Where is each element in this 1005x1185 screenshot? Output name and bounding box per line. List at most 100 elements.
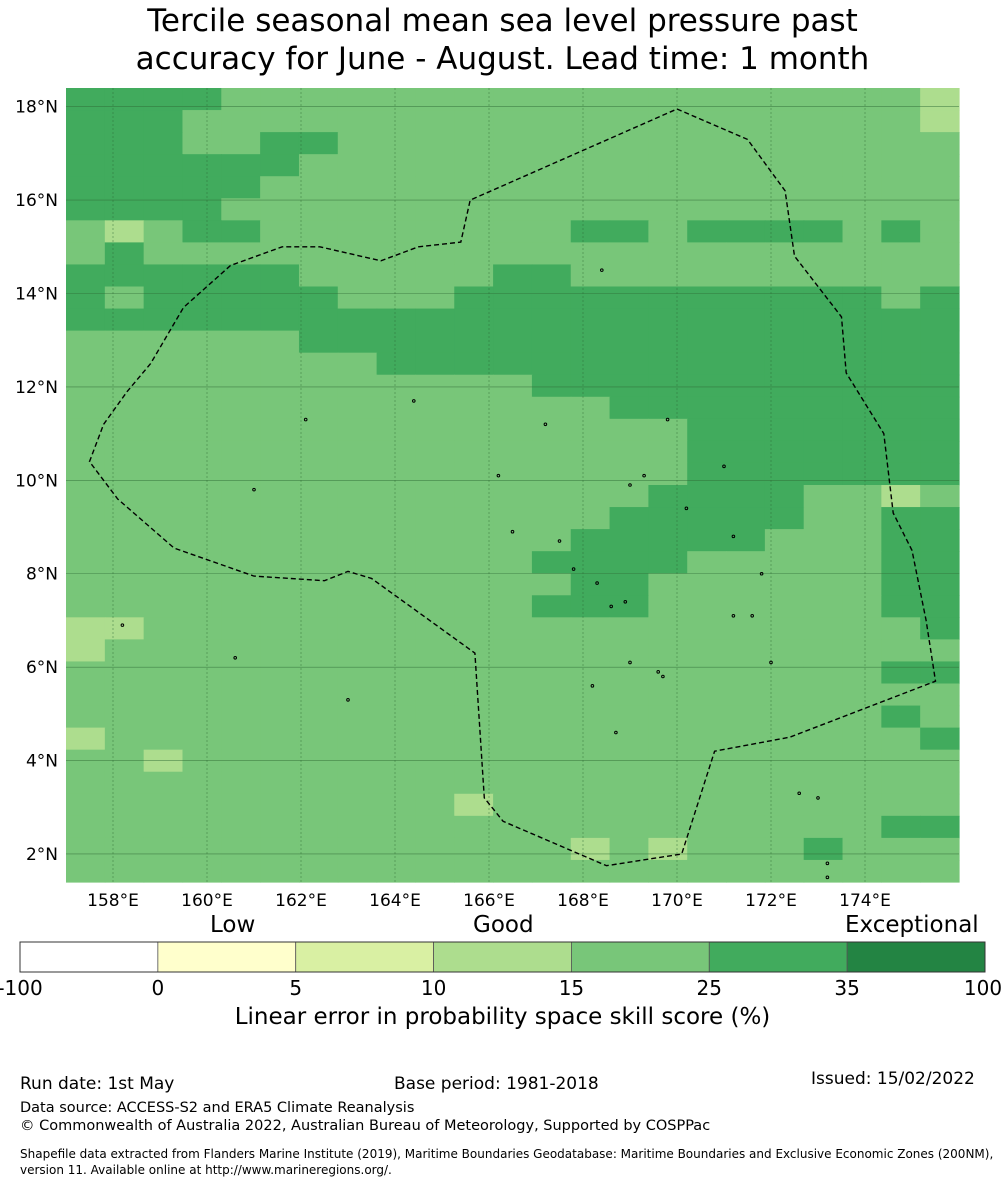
island-marker [750,613,755,618]
skill-cell [415,308,455,332]
skill-cell [493,220,533,243]
skill-cell [842,440,882,464]
skill-cell [531,242,572,266]
skill-cell [726,485,766,508]
skill-cell [570,352,611,376]
skill-cell [648,418,688,442]
skill-cell [221,639,261,663]
skill-cell [764,573,805,596]
skill-cell [842,352,882,376]
skill-cell [221,110,261,133]
skill-cell [570,507,611,530]
skill-cell [842,837,882,861]
skill-cell [66,264,106,288]
skill-cell [376,308,417,332]
skill-cell [182,308,222,332]
skill-cell [531,308,572,332]
skill-cell [66,352,106,376]
skill-cell [376,859,417,883]
skill-cell [454,617,494,640]
colorbar-segment [846,941,986,973]
skill-cell [764,837,805,861]
skill-cell [726,639,766,663]
skill-cell [298,551,339,574]
island-marker [665,417,670,422]
skill-cell [493,396,533,420]
skill-cell [454,859,494,883]
colorbar-segment [295,941,434,973]
skill-cell [570,749,611,773]
colorbar-tick-label: 15 [559,976,584,1000]
skill-cell [803,551,844,574]
skill-cell [609,793,649,817]
island-marker [346,698,350,702]
latitude-tick-label: 14°N [15,285,58,305]
skill-cell [881,683,921,707]
skill-cell [493,837,533,861]
skill-cell [182,859,222,883]
skill-cell [726,727,766,751]
skill-cell [609,352,649,376]
skill-cell [842,617,882,640]
skill-cell [221,154,261,177]
skill-cell [260,198,300,221]
skill-cell [881,573,921,596]
skill-cell [493,639,533,663]
skill-cell [920,198,960,221]
skill-cell [648,639,688,663]
skill-cell [298,418,339,442]
skill-cell [687,88,727,111]
skill-cell [260,639,300,663]
skill-cell [842,727,882,751]
skill-cell [182,529,222,552]
skill-cell [143,749,184,773]
skill-cell [143,529,184,552]
skill-cell [648,286,688,310]
skill-cell [298,154,339,177]
skill-cell [337,462,378,486]
skill-cell [648,220,688,243]
skill-cell [104,727,145,751]
skill-cell [648,242,688,266]
island-marker [252,487,256,492]
skill-cell [221,198,261,221]
skill-cell [687,462,727,486]
skill-cell [493,440,533,464]
skill-cell [415,242,455,266]
skill-cell [143,374,184,398]
skill-cell [260,507,300,530]
skill-cell [881,198,921,221]
skill-cell [66,485,106,508]
skill-cell [609,551,649,574]
skill-cell [337,551,378,574]
skill-cell [687,793,727,817]
skill-cell [376,705,417,729]
island-marker [661,674,665,679]
skill-cell [298,595,339,618]
skill-cell [182,110,222,133]
skill-cell [726,462,766,486]
skill-cell [648,661,688,685]
skill-cell [842,529,882,552]
skill-cell [104,529,145,552]
skill-cell [66,308,106,332]
skill-cell [143,220,184,243]
skill-cell [726,374,766,398]
skill-cell [454,418,494,442]
skill-cell [415,418,455,442]
skill-cell [221,507,261,530]
skill-cell [570,815,611,839]
skill-cell [842,771,882,795]
skill-cell [803,88,844,111]
skill-cell [842,286,882,310]
skill-cell [182,440,222,464]
skill-cell [221,661,261,685]
colorbar-tick-label: 100 [964,976,1002,1000]
skill-cell [687,595,727,618]
skill-cell [182,683,222,707]
skill-cell [143,639,184,663]
skill-cell [687,440,727,464]
skill-cell [337,485,378,508]
skill-cell [298,374,339,398]
skill-cell [104,110,145,133]
